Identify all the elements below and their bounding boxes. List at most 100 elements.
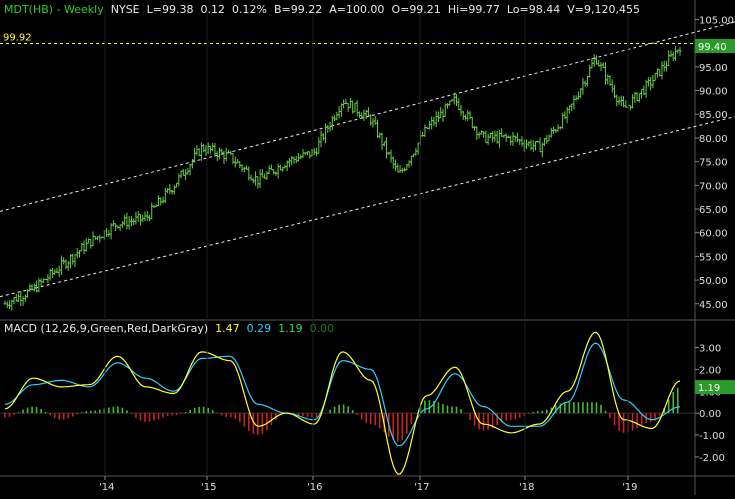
ohlc-bar — [441, 108, 445, 122]
ohlc-bar — [475, 126, 479, 140]
ohlc-bar — [339, 103, 343, 117]
ohlc-bar — [315, 147, 319, 156]
macd-tick-label: 0.00 — [699, 409, 721, 420]
ohlc-bar — [321, 133, 325, 141]
channel-upper — [0, 21, 735, 212]
ohlc-bar — [529, 139, 533, 151]
ohlc-bar — [493, 130, 497, 142]
ohlc-bar — [570, 103, 574, 112]
exchange-label: NYSE — [110, 3, 140, 16]
ohlc-bar — [398, 164, 402, 173]
macd-line — [4, 331, 681, 475]
high-label: Hi=99.77 — [447, 3, 500, 16]
ohlc-bar — [464, 114, 468, 121]
price-tick-label: 80.00 — [699, 134, 728, 145]
last-price-tag: 99.40 — [698, 42, 727, 53]
ohlc-bar — [294, 155, 298, 164]
ohlc-bar — [107, 229, 111, 238]
price-tick-label: 70.00 — [699, 181, 728, 192]
ohlc-bar — [644, 79, 648, 98]
ohlc-bar — [360, 112, 364, 118]
ohlc-bar — [606, 74, 610, 85]
ohlc-bar — [236, 158, 240, 164]
ohlc-bar — [17, 293, 21, 302]
ohlc-bar — [576, 91, 580, 100]
ohlc-bar — [317, 137, 321, 154]
signal-line — [4, 342, 681, 447]
ohlc-bar — [473, 125, 477, 131]
x-tick-label: '17 — [414, 482, 429, 493]
macd-title: MACD (12,26,9,Green,Red,DarkGray) — [4, 322, 209, 335]
ohlc-bar — [459, 104, 463, 116]
ohlc-bar — [163, 187, 167, 204]
ohlc-bar — [335, 111, 339, 121]
ohlc-bar — [543, 138, 547, 147]
ohlc-bar — [269, 164, 273, 171]
hist-tag-bg — [695, 380, 735, 395]
ohlc-bar — [610, 79, 614, 93]
ohlc-bar — [669, 50, 673, 57]
ohlc-bar — [594, 55, 598, 65]
price-tick-label: 90.00 — [699, 87, 728, 98]
ohlc-bar — [545, 135, 549, 144]
ohlc-bar — [572, 95, 576, 110]
ohlc-bar — [538, 137, 542, 153]
ohlc-bar — [599, 62, 603, 72]
ohlc-bar — [233, 156, 237, 168]
ohlc-bar — [660, 61, 664, 80]
ohlc-bar — [258, 169, 262, 189]
price-tick-label: 55.00 — [699, 252, 728, 263]
ohlc-bar — [443, 103, 447, 117]
ohlc-bar — [646, 77, 650, 87]
ohlc-bar — [66, 260, 70, 271]
ohlc-bar — [238, 161, 242, 169]
price-tick-label: 105.00 — [699, 15, 734, 26]
ohlc-bar — [326, 124, 330, 133]
price-tick-label: 45.00 — [699, 300, 728, 311]
macd-value: 1.47 — [215, 322, 240, 335]
ohlc-bar — [482, 131, 486, 138]
ohlc-bar — [199, 142, 203, 161]
ohlc-bar — [256, 176, 260, 189]
ohlc-bar — [615, 94, 619, 107]
ohlc-bar — [157, 195, 161, 207]
ohlc-bar — [82, 240, 86, 255]
reference-line-label: 99.92 — [3, 33, 32, 44]
ohlc-bar — [461, 110, 465, 120]
ohlc-bar — [132, 218, 136, 226]
ohlc-bar — [531, 140, 535, 153]
ohlc-bar — [109, 223, 113, 240]
ohlc-bar — [445, 103, 449, 109]
ohlc-bar — [540, 142, 544, 158]
ohlc-bar — [567, 105, 571, 114]
volume-label: V=9,120,455 — [567, 3, 640, 16]
ohlc-bar — [416, 142, 420, 155]
last-price-tag-bg — [695, 39, 735, 54]
ohlc-bar — [631, 94, 635, 109]
ohlc-bar — [267, 165, 271, 175]
ohlc-bar — [229, 150, 233, 155]
ohlc-bar — [664, 60, 668, 72]
ohlc-bar — [114, 223, 118, 231]
ohlc-bar — [653, 72, 657, 82]
ohlc-bar — [409, 155, 413, 166]
ohlc-bar — [5, 301, 9, 309]
ohlc-bar — [513, 135, 517, 143]
ohlc-bar — [134, 211, 138, 225]
ohlc-bar — [120, 220, 124, 228]
ohlc-bar — [21, 296, 25, 306]
price-tick-label: 95.00 — [699, 63, 728, 74]
ohlc-bar — [170, 189, 174, 195]
ohlc-bar — [427, 120, 431, 130]
hist-value: 1.19 — [278, 322, 303, 335]
ohlc-bar — [497, 129, 501, 148]
ohlc-bar — [534, 141, 538, 151]
ohlc-bar — [319, 130, 323, 148]
ohlc-bar — [640, 88, 644, 99]
ohlc-bar — [457, 98, 461, 111]
ohlc-bar — [455, 94, 459, 107]
ohlc-bar — [432, 116, 436, 127]
ohlc-bar — [240, 164, 244, 172]
x-tick-label: '18 — [519, 482, 534, 493]
ohlc-bar — [19, 290, 23, 307]
